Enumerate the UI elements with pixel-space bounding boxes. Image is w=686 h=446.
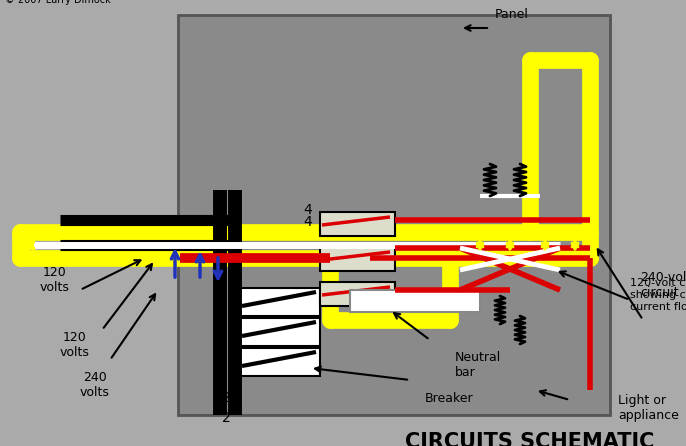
Text: 120
volts: 120 volts <box>40 266 70 294</box>
Text: 2: 2 <box>222 391 230 405</box>
Text: 240
volts: 240 volts <box>80 371 110 399</box>
Text: 120
volts: 120 volts <box>60 331 90 359</box>
Text: Neutral
bar: Neutral bar <box>455 351 501 379</box>
Text: 120-volt circuit
showing complex
current flow: 120-volt circuit showing complex current… <box>630 278 686 312</box>
Bar <box>350 290 480 312</box>
Text: Panel: Panel <box>495 8 529 21</box>
Text: 4: 4 <box>304 203 312 217</box>
Bar <box>178 15 610 415</box>
Text: Light or
appliance: Light or appliance <box>618 394 679 422</box>
Text: © 2007 Larry Dimock: © 2007 Larry Dimock <box>5 0 110 5</box>
Bar <box>320 247 395 271</box>
Text: CIRCUITS SCHEMATIC: CIRCUITS SCHEMATIC <box>405 432 654 446</box>
Text: 2: 2 <box>222 411 230 425</box>
Text: 240-volt
circuit: 240-volt circuit <box>640 271 686 299</box>
Text: 4: 4 <box>304 215 312 229</box>
Bar <box>240 348 320 376</box>
Bar <box>320 282 395 306</box>
Bar <box>320 212 395 236</box>
Bar <box>240 318 320 346</box>
Text: Breaker: Breaker <box>425 392 473 405</box>
Bar <box>240 288 320 316</box>
